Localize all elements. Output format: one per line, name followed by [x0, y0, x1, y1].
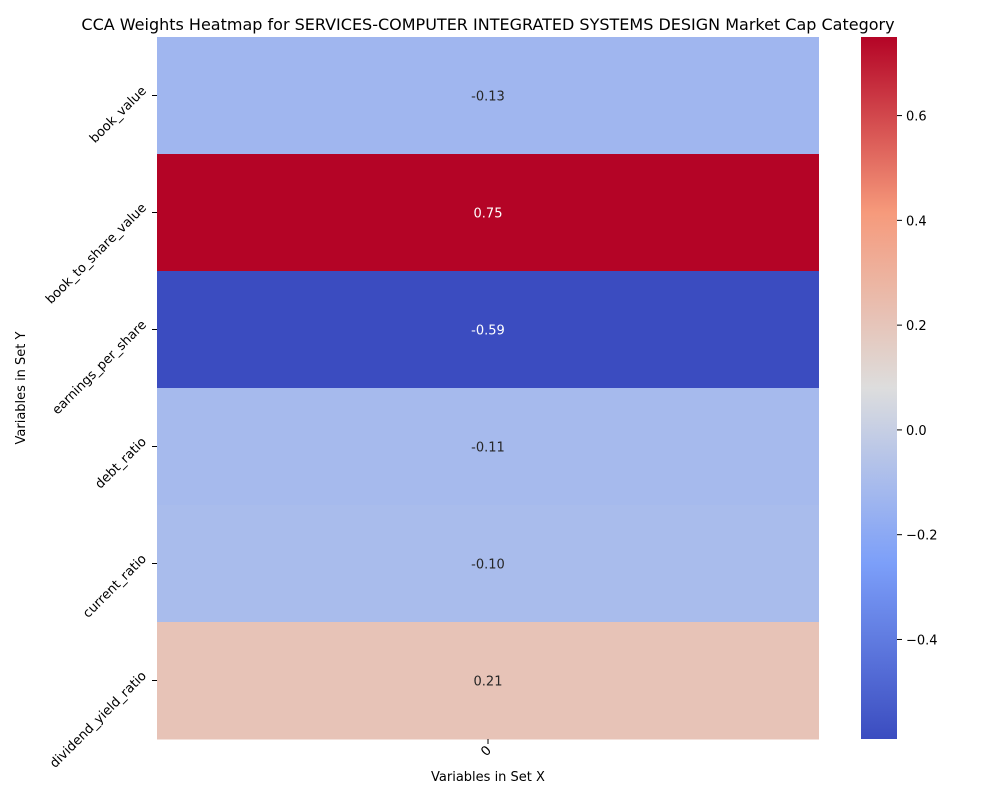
cell-value-label: 0.75 — [474, 207, 503, 222]
colorbar-tick-label: −0.4 — [906, 633, 938, 648]
y-axis-label: Variables in Set Y — [14, 331, 29, 444]
y-tick-label: book_value — [87, 84, 150, 147]
cell-value-label: -0.11 — [471, 441, 505, 456]
cell-value-label: -0.59 — [471, 324, 505, 339]
y-tick-label: dividend_yield_ratio — [47, 669, 150, 772]
colorbar — [861, 37, 897, 739]
y-tick-label: debt_ratio — [92, 435, 149, 492]
heatmap-cells — [157, 37, 819, 740]
x-tick-label: 0 — [478, 743, 494, 759]
heatmap-cell — [157, 271, 819, 389]
heatmap-cell — [157, 622, 819, 740]
y-tick-label: current_ratio — [80, 552, 150, 622]
heatmap-cell — [157, 154, 819, 272]
x-axis: 0 — [478, 739, 495, 760]
heatmap-value-labels: -0.13 0.75 -0.59 -0.11 -0.10 0.21 — [471, 90, 505, 690]
heatmap-cell — [157, 37, 819, 155]
colorbar-tick-label: 0.6 — [906, 110, 927, 125]
cell-value-label: -0.10 — [471, 558, 505, 573]
colorbar-tick-label: 0.0 — [906, 424, 927, 439]
cell-value-label: -0.13 — [471, 90, 505, 105]
heatmap-cell — [157, 505, 819, 623]
y-tick-label: earnings_per_share — [50, 318, 150, 418]
cell-value-label: 0.21 — [474, 675, 503, 690]
y-tick-label: book_to_share_value — [43, 201, 150, 308]
heatmap-cell — [157, 388, 819, 506]
colorbar-tick-label: −0.2 — [906, 529, 938, 544]
colorbar-tick-label: 0.2 — [906, 319, 927, 334]
x-axis-label: Variables in Set X — [431, 770, 545, 785]
y-axis: book_value book_to_share_valueearnings_pe… — [43, 84, 157, 772]
colorbar-tick-label: 0.4 — [906, 214, 927, 229]
chart-title: CCA Weights Heatmap for SERVICES-COMPUTE… — [81, 15, 894, 34]
colorbar-ticks: 0.6 0.4 0.2 0.0 −0.2 −0.4 — [897, 110, 938, 648]
